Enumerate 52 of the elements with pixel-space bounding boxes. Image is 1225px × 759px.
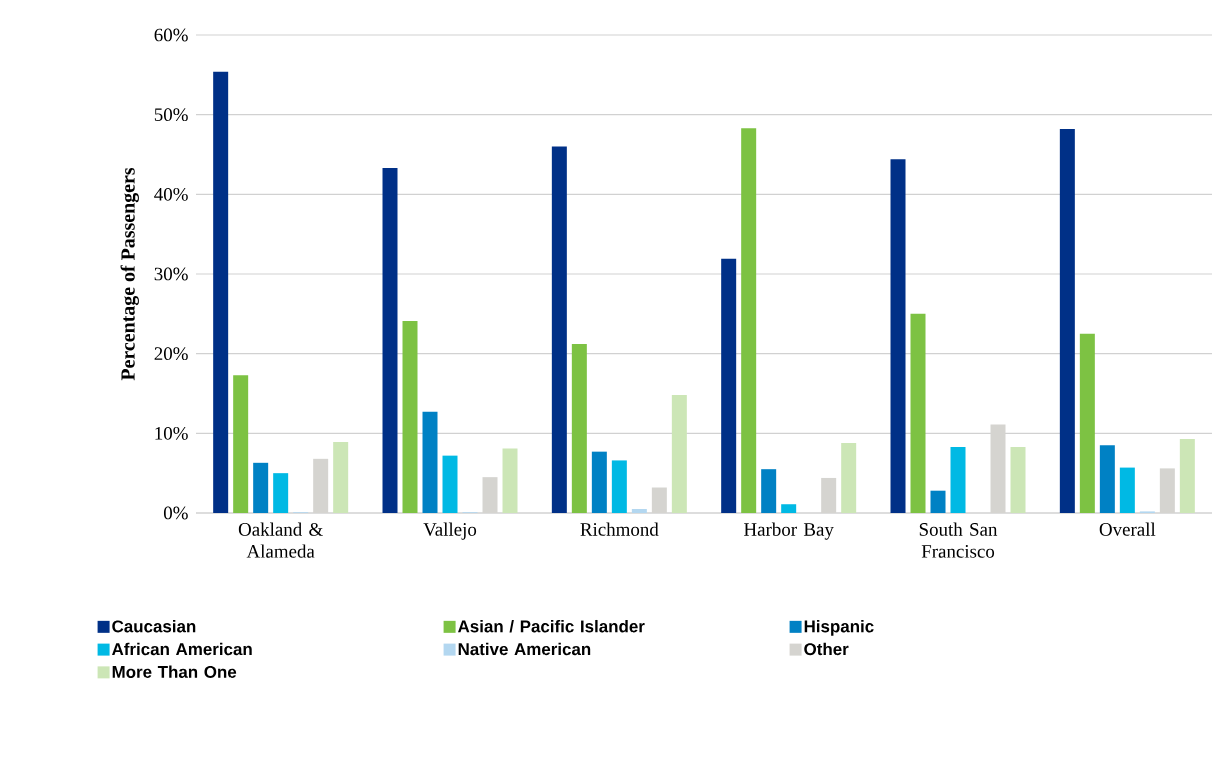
x-tick-label: South San Francisco	[919, 522, 998, 558]
y-tick-label: 50%	[154, 108, 188, 122]
bar	[502, 448, 518, 513]
bar	[1079, 333, 1095, 513]
bar	[1179, 438, 1195, 513]
bar	[422, 411, 438, 513]
bar	[253, 462, 269, 513]
bar	[213, 71, 229, 513]
bar	[571, 344, 587, 513]
bar	[402, 321, 418, 513]
bar	[611, 460, 627, 513]
bar	[1099, 445, 1115, 513]
bar	[591, 451, 607, 513]
bar	[671, 395, 687, 513]
bar	[631, 509, 647, 513]
bar	[1119, 467, 1135, 513]
legend-label: Asian / Pacific Islander	[458, 619, 645, 633]
y-tick-label: 0%	[163, 506, 188, 520]
bar	[551, 146, 567, 513]
bar	[890, 159, 906, 513]
legend-label: Caucasian	[112, 619, 196, 633]
bar	[233, 375, 249, 513]
x-tick-label: Oakland & Alameda	[238, 522, 323, 558]
bar	[442, 455, 458, 513]
bar	[1059, 129, 1075, 513]
y-tick-label: 20%	[154, 347, 188, 361]
legend-label: Hispanic	[804, 619, 874, 636]
bar	[910, 313, 926, 513]
bar	[273, 473, 289, 513]
bar	[741, 128, 757, 513]
bar	[1010, 446, 1026, 513]
x-tick-label: Richmond	[580, 522, 659, 536]
bar	[841, 442, 857, 513]
legend-label: Other	[804, 642, 849, 656]
legend-label: More Than One	[112, 665, 237, 678]
y-axis-title: Percentage of Passengers	[120, 167, 139, 381]
bar	[781, 504, 797, 513]
bar	[950, 446, 966, 513]
y-tick-label: 10%	[155, 426, 188, 440]
bar	[721, 258, 737, 513]
legend-label: Native American	[458, 642, 591, 656]
bar	[382, 168, 398, 513]
bar	[761, 469, 777, 513]
x-tick-label: Harbor Bay	[744, 522, 834, 540]
y-tick-label: 30%	[154, 267, 188, 281]
x-tick-label: Vallejo	[423, 522, 477, 540]
y-tick-label: 40%	[154, 187, 188, 201]
bar	[930, 490, 946, 513]
x-tick-label: Overall	[1099, 522, 1156, 536]
bar	[333, 442, 349, 513]
y-tick-label: 60%	[154, 28, 188, 42]
legend-label: African American	[112, 642, 252, 656]
